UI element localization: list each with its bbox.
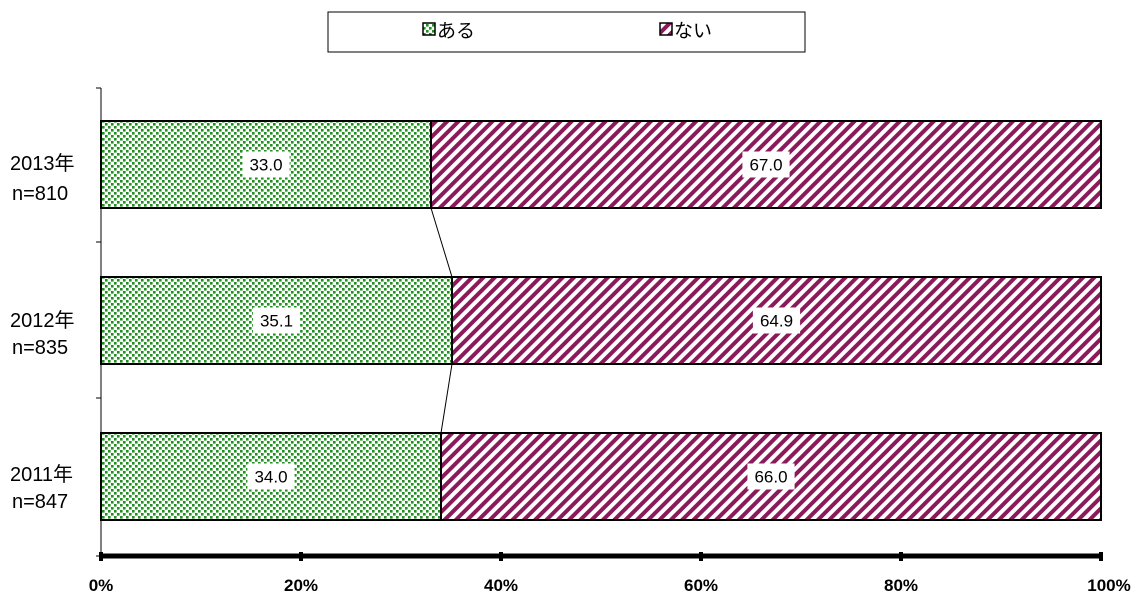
- x-tick-label: 80%: [884, 576, 918, 595]
- category-n-label: n=847: [12, 491, 68, 513]
- category-year-label: 2013年: [10, 152, 75, 175]
- series-lines: [430, 207, 453, 434]
- data-label-background: [247, 463, 295, 490]
- data-label-nai: 64.9: [760, 312, 793, 331]
- legend-box: [327, 11, 806, 53]
- category-n-label: n=835: [12, 337, 68, 359]
- legend-item-nai: ない: [659, 21, 712, 42]
- legend: ある ない: [327, 11, 806, 53]
- legend-swatch-nai: [659, 22, 673, 36]
- legend-label-aru: ある: [437, 21, 475, 42]
- data-label-background: [747, 463, 795, 490]
- data-label-aru: 33.0: [249, 156, 282, 175]
- data-label-nai: 66.0: [754, 468, 787, 487]
- category-year-label: 2012年: [10, 309, 75, 332]
- category-n-label: n=810: [12, 183, 68, 205]
- data-label-background: [752, 307, 801, 334]
- bars: [100, 120, 1102, 521]
- series-line: [430, 207, 453, 278]
- x-tick-label: 0%: [89, 576, 114, 595]
- category-labels: 2013年 n=810 2012年 n=835 2011年 n=847: [10, 152, 75, 513]
- data-labels: 33.0 67.0 35.1 64.9 34.0 66.0: [242, 151, 801, 490]
- legend-item-aru: ある: [422, 21, 475, 42]
- x-tick-label: 100%: [1087, 576, 1130, 595]
- legend-label-nai: ない: [674, 21, 712, 42]
- x-tick-label: 40%: [484, 576, 518, 595]
- legend-swatch-aru: [422, 22, 436, 36]
- x-tick-label: 60%: [684, 576, 718, 595]
- data-label-aru: 35.1: [260, 312, 293, 331]
- data-label-background: [252, 307, 301, 334]
- x-tick-label: 20%: [284, 576, 318, 595]
- data-label-background: [242, 151, 290, 178]
- series-line: [440, 363, 453, 434]
- data-label-aru: 34.0: [254, 468, 287, 487]
- x-tick-labels: 0% 20% 40% 60% 80% 100%: [89, 576, 1131, 595]
- data-label-background: [742, 151, 790, 178]
- data-label-nai: 67.0: [749, 156, 782, 175]
- category-year-label: 2011年: [10, 463, 73, 486]
